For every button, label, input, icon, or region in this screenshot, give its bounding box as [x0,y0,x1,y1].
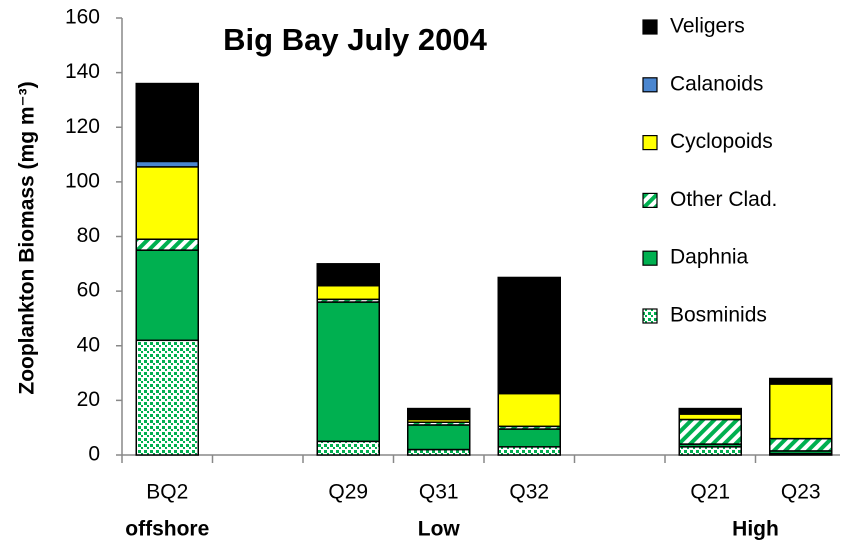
bar-segment [769,437,833,452]
y-tick-label: 0 [88,443,100,466]
bar-segment [678,407,742,415]
bar-segment [135,82,199,163]
y-tick-label: 160 [65,6,100,29]
bar-segment [678,418,742,445]
bar-segment [316,440,380,456]
legend-swatch [642,135,658,151]
legend-swatch [642,192,658,208]
bar-segment [135,160,199,168]
group-label: offshore [125,518,209,541]
x-tick-label: BQ2 [146,481,188,504]
x-tick-label: Q31 [419,481,459,504]
x-tick-label: Q21 [690,481,730,504]
legend-swatch [642,77,658,93]
bar-segment [407,448,471,456]
bar-segment [497,446,561,456]
legend-label: Cyclopoids [670,130,773,153]
bar-segment [769,377,833,385]
chart-title: Big Bay July 2004 [223,22,487,57]
bar-segment [316,263,380,287]
legend-label: Veligers [670,15,745,38]
y-tick-label: 40 [77,333,100,356]
bar-segment [135,238,199,251]
bar-segment [407,407,471,421]
x-tick-label: Q32 [509,481,549,504]
legend-label: Bosminids [670,304,767,327]
y-tick-label: 140 [65,60,100,83]
legend-label: Other Clad. [670,188,777,211]
y-tick-label: 20 [77,388,100,411]
y-tick-label: 80 [77,224,100,247]
legend-swatch [642,19,658,35]
bar-segment [769,383,833,440]
bar-segment [135,166,199,240]
bar-segment [316,301,380,443]
y-tick-label: 120 [65,115,100,138]
group-label: Low [418,518,461,541]
legend-swatch [642,308,658,324]
bar-segment [497,392,561,428]
bar-segment [497,428,561,448]
bar-segment [407,424,471,451]
bar-segment [678,413,742,421]
y-axis-label: Zooplankton Biomass (mg m⁻³) [16,81,39,394]
bar-segment [678,446,742,456]
legend-label: Daphnia [670,246,749,269]
bar-segment [135,249,199,342]
bar-segment [497,276,561,395]
group-label: High [732,518,779,541]
bar-segment [316,284,380,301]
y-tick-label: 60 [77,279,100,302]
x-tick-label: Q23 [781,481,821,504]
bar-segment [135,339,199,456]
x-tick-label: Q29 [328,481,368,504]
legend-swatch [642,250,658,266]
legend-label: Calanoids [670,72,763,95]
y-tick-label: 100 [65,169,100,192]
